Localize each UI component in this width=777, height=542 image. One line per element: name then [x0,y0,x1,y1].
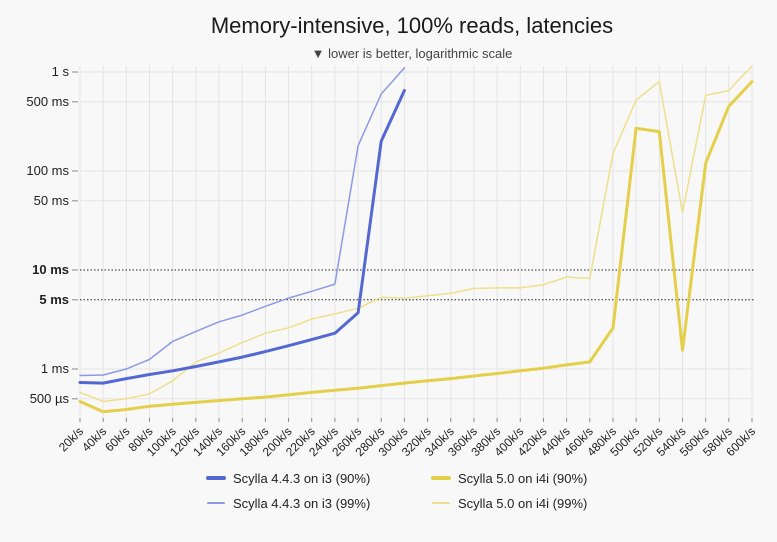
y-tick-label: 1 s [52,64,70,79]
y-tick-label: 50 ms [34,193,70,208]
y-tick-label: 500 µs [30,391,70,406]
y-tick-label: 5 ms [39,292,69,307]
legend-label: Scylla 4.4.3 on i3 (99%) [233,496,370,511]
x-tick-label: 40k/s [79,424,109,454]
series-line-1 [79,67,406,377]
y-tick-label: 10 ms [32,262,69,277]
chart-title: Memory-intensive, 100% reads, latencies [211,13,613,38]
legend: Scylla 4.4.3 on i3 (90%) Scylla 4.4.3 on … [206,471,587,511]
y-tick-label: 1 ms [41,361,70,376]
y-axis: 1 s 500 ms 100 ms 50 ms 10 ms 5 ms 1 ms 500 µs [26,64,78,406]
chart-subtitle: ▼ lower is better, logarithmic scale [312,46,513,61]
series-line-3 [79,65,753,403]
series-line-0 [78,89,406,385]
x-tick-label: 60k/s [102,424,132,454]
legend-label: Scylla 5.0 on i4i (90%) [458,471,587,486]
y-tick-label: 500 ms [26,94,69,109]
x-tick-label: 20k/s [56,424,86,454]
y-tick-label: 100 ms [26,163,69,178]
grid [79,66,753,418]
x-axis: 20k/s40k/s60k/s80k/s100k/s120k/s140k/s16… [56,418,758,459]
series-line-2 [78,80,754,414]
series [78,65,754,414]
legend-label: Scylla 5.0 on i4i (99%) [458,496,587,511]
legend-label: Scylla 4.4.3 on i3 (90%) [233,471,370,486]
reference-lines [80,269,754,301]
